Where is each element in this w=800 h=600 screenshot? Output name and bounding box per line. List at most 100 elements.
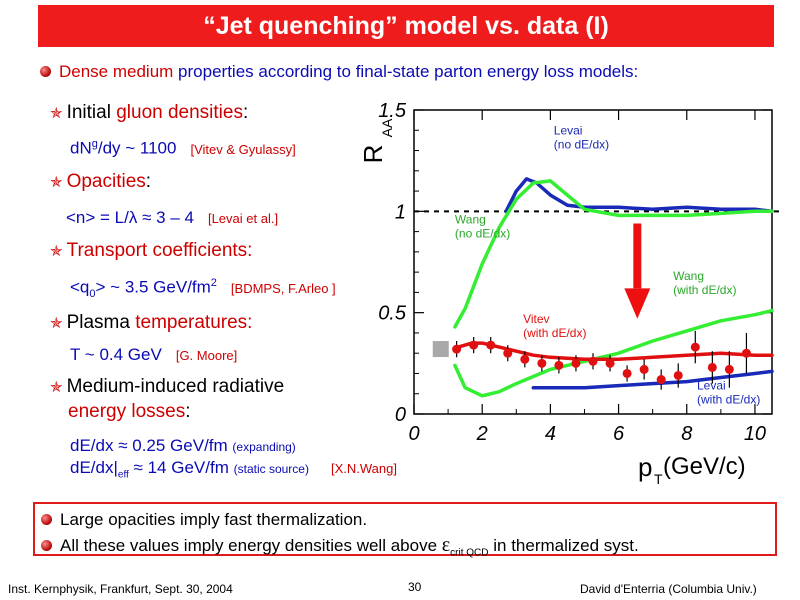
star-bullet-icon: ✯ <box>50 243 63 260</box>
x-tick-label: 2 <box>476 423 488 445</box>
item-pre: Medium-induced radiative <box>66 376 285 397</box>
y-tick-label: 1.5 <box>378 100 407 122</box>
data-point <box>673 370 683 380</box>
data-point <box>571 358 581 368</box>
value-text: T ~ 0.4 GeV <box>70 345 162 364</box>
value-text-b: > ~ 3.5 GeV/fm <box>95 277 211 297</box>
data-point <box>520 354 530 364</box>
value-text: dE/dx| <box>70 458 118 477</box>
reference: [X.N.Wang] <box>330 461 397 476</box>
y-axis-title: R <box>360 145 388 164</box>
curve-levai-no-de-dx- <box>504 177 774 214</box>
suppression-arrow-head <box>624 288 651 319</box>
x-axis-title: p <box>638 452 652 482</box>
item-post: : <box>145 171 152 192</box>
value-energy-loss-expanding: dE/dx ≈ 0.25 GeV/fm (expanding) <box>70 436 296 456</box>
curve-label: (with dE/dx) <box>697 393 760 407</box>
y-axis-title-sub: AA <box>379 118 395 137</box>
intro-line: Dense medium properties according to fin… <box>40 62 638 82</box>
item-pre: Plasma <box>66 312 136 333</box>
y-tick-label: 0 <box>395 404 406 426</box>
data-point <box>452 344 462 354</box>
slide-title: “Jet quenching” model vs. data (I) <box>203 11 609 40</box>
conclusion-text: Large opacities imply fast thermalizatio… <box>60 510 368 529</box>
value-temperature: T ~ 0.4 GeV [G. Moore] <box>70 345 237 365</box>
plot-frame <box>413 109 773 415</box>
value-text: <n> = L/λ ≈ 3 – 4 <box>66 208 194 227</box>
value-text: dN <box>70 138 92 158</box>
value-sub: 0 <box>89 288 96 301</box>
curve-levai-with-de-dx- <box>531 369 774 390</box>
curve-label: Vitev <box>523 312 549 326</box>
data-point <box>724 364 734 374</box>
value-sup: g <box>91 138 98 150</box>
footer-left: Inst. Kernphysik, Frankfurt, Sept. 30, 2… <box>8 582 233 596</box>
conclusion-box: Large opacities imply fast thermalizatio… <box>33 502 777 558</box>
reference: [Levai et al.] <box>207 211 279 226</box>
data-point <box>639 364 649 374</box>
data-point <box>503 348 513 358</box>
star-bullet-icon: ✯ <box>50 315 63 332</box>
x-axis-title-sub: T <box>654 471 663 487</box>
item-post: : <box>185 401 191 422</box>
conclusion-line-2: All these values imply energy densities … <box>41 534 639 558</box>
footer-right: David d'Enterria (Columbia Univ.) <box>580 582 757 596</box>
x-tick-label: 8 <box>681 423 692 445</box>
item-opacities: ✯ Opacities: <box>50 171 151 193</box>
item-highlight: energy losses <box>68 401 186 422</box>
bullet-icon <box>41 514 52 526</box>
title-bar: “Jet quenching” model vs. data (I) <box>38 5 774 47</box>
x-tick-label: 10 <box>744 423 766 445</box>
conclusion-line-1: Large opacities imply fast thermalizatio… <box>41 510 367 530</box>
data-point <box>656 375 666 385</box>
systematic-uncertainty-box <box>432 341 449 358</box>
item-post: : <box>242 102 249 123</box>
item-highlight: gluon densities <box>116 102 243 123</box>
value-transport: <q0> ~ 3.5 GeV/fm2 [BDMPS, F.Arleo ] <box>70 277 336 300</box>
data-point <box>486 340 496 350</box>
data-point <box>605 358 615 368</box>
item-highlight: Opacities <box>66 171 146 192</box>
item-highlight: Transport coefficients: <box>66 240 253 261</box>
bullet-icon <box>40 66 51 78</box>
y-tick-label: 0.5 <box>378 303 407 325</box>
value-text: <q <box>70 277 90 297</box>
x-tick-label: 4 <box>545 423 556 445</box>
curve-label: (no dE/dx) <box>455 226 510 240</box>
item-transport-coefficients: ✯ Transport coefficients: <box>50 240 252 262</box>
curve-label: (with dE/dx) <box>523 326 586 340</box>
value-energy-loss-static: dE/dx|eff ≈ 14 GeV/fm (static source) [X.… <box>70 458 397 480</box>
curve-label: (no dE/dx) <box>554 137 609 151</box>
curve-label: Wang <box>673 269 704 283</box>
data-point <box>469 340 479 350</box>
intro-text: properties according to final-state part… <box>173 62 639 81</box>
data-point <box>554 360 564 370</box>
curve-wang-with-de-dx- <box>453 308 774 398</box>
value-sub: eff <box>117 469 129 481</box>
intro-highlight: Dense medium <box>59 62 174 81</box>
curve-label: Levai <box>554 123 583 137</box>
reference: [BDMPS, F.Arleo ] <box>230 280 336 296</box>
value-text-b: ≈ 14 GeV/fm <box>128 458 229 477</box>
data-point <box>537 358 547 368</box>
x-tick-label: 0 <box>408 423 419 445</box>
data-point <box>588 356 598 366</box>
data-point <box>622 368 632 378</box>
item-plasma-temperatures: ✯ Plasma temperatures: <box>50 312 252 334</box>
item-pre: Initial <box>66 102 117 123</box>
reference: [Vitev & Gyulassy] <box>190 141 296 157</box>
x-tick-label: 6 <box>613 423 625 445</box>
curve-vitev-with-de-dx- <box>456 341 774 362</box>
conclusion-text-b: in thermalized syst. <box>488 536 639 555</box>
item-gluon-densities: ✯ Initial gluon densities: <box>50 102 248 124</box>
epsilon-symbol: ε <box>441 534 451 556</box>
star-bullet-icon: ✯ <box>50 379 63 396</box>
value-note: (static source) <box>233 462 309 476</box>
x-axis-title-unit: (GeV/c) <box>663 453 746 480</box>
value-opacity: <n> = L/λ ≈ 3 – 4 [Levai et al.] <box>66 208 278 228</box>
curve-wang-no-de-dx- <box>453 179 774 329</box>
value-text: dE/dx ≈ 0.25 GeV/fm <box>70 436 228 455</box>
star-bullet-icon: ✯ <box>50 105 63 122</box>
curve-label: Levai <box>697 379 726 393</box>
